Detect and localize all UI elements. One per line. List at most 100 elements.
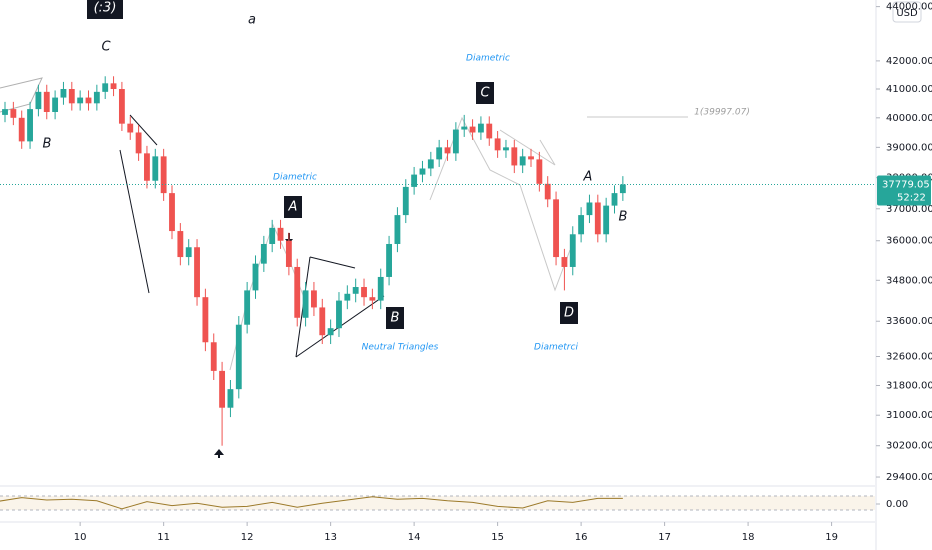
candle-body	[327, 328, 334, 336]
candle-body	[561, 257, 568, 267]
trend-line	[119, 149, 150, 294]
candle-body	[269, 227, 276, 244]
candle-body	[144, 153, 150, 181]
candle-body	[494, 138, 501, 151]
y-tick-label: 37000.00	[886, 204, 932, 215]
candle-body	[586, 202, 593, 216]
candle-body	[118, 89, 125, 124]
candle-body	[336, 300, 342, 329]
candle-body	[486, 123, 493, 139]
candle-body	[603, 205, 610, 235]
oscillator-band	[0, 496, 875, 510]
candle-body	[52, 97, 59, 112]
candle-body	[277, 227, 284, 241]
y-tick-label: 29400.00	[886, 472, 932, 483]
candle-body	[319, 307, 326, 336]
candle-body	[77, 97, 84, 104]
candle-body	[377, 276, 384, 301]
candle-body	[619, 184, 626, 194]
candle-body	[252, 263, 259, 291]
candle-body	[611, 193, 618, 206]
candle-body	[294, 266, 301, 318]
candle-body	[344, 293, 351, 301]
candle-body	[227, 389, 234, 408]
candle-body	[85, 97, 92, 104]
annotation-box	[560, 302, 578, 324]
annotation: C	[480, 86, 490, 101]
x-tick-label: 10	[74, 532, 87, 543]
currency[interactable]: USD	[896, 8, 918, 19]
y-tick-label: 30200.00	[886, 441, 932, 452]
annotation-box	[87, 0, 123, 19]
candle-body	[2, 109, 8, 115]
currency-button[interactable]	[892, 1, 922, 23]
annotation: B	[43, 137, 52, 152]
y-tick-label: 33600.00	[886, 316, 932, 327]
y-tick-label: 40000.00	[886, 113, 932, 124]
annotation-box	[386, 307, 404, 329]
candle-body	[461, 126, 468, 130]
candle-body	[569, 234, 576, 267]
candle-body	[219, 370, 226, 408]
candle-body	[35, 91, 42, 110]
candle-body	[427, 159, 434, 169]
y-tick-label: 32600.00	[886, 351, 932, 362]
candle-body	[536, 159, 543, 184]
candle-body	[469, 126, 476, 133]
candle-body	[18, 117, 25, 142]
candle-body	[386, 243, 392, 277]
candle-body	[419, 168, 426, 175]
x-tick-label: 14	[408, 532, 421, 543]
annotation: A	[288, 200, 298, 215]
candle-body	[594, 202, 601, 235]
trend-line	[499, 129, 556, 166]
candle-body	[102, 83, 109, 92]
candle-body	[436, 147, 443, 160]
y-tick-label: 34800.00	[886, 275, 932, 286]
arrow-up	[214, 449, 224, 458]
annotation: A	[583, 170, 593, 185]
candle-body	[452, 129, 459, 154]
annotation: Neutral Triangles	[362, 343, 439, 353]
candle-body	[194, 247, 200, 298]
annotation: Diametrci	[534, 343, 578, 353]
x-tick-label: 17	[658, 532, 671, 543]
candle-body	[27, 109, 33, 142]
x-tick-label: 18	[742, 532, 755, 543]
candle-body	[169, 193, 175, 232]
candle-body	[60, 89, 67, 98]
osc-tick-label: 0.00	[886, 499, 908, 510]
candle-body	[10, 109, 17, 118]
candle-body	[185, 247, 192, 258]
candle-body	[93, 91, 100, 104]
candle-body	[285, 240, 292, 267]
candle-body	[402, 186, 409, 216]
y-tick-label: 44000.00	[886, 2, 932, 13]
x-tick-label: 11	[157, 532, 170, 543]
candle-body	[544, 183, 551, 200]
y-tick-label: 42000.00	[886, 56, 932, 67]
candle-body	[352, 287, 359, 294]
candle-body	[411, 174, 418, 187]
candle-body	[260, 243, 267, 264]
x-tick-label: 13	[324, 532, 337, 543]
annotation: C	[101, 40, 111, 55]
candle-body	[43, 91, 50, 112]
annotation: (:3)	[94, 1, 117, 16]
candle-body	[578, 215, 585, 235]
y-tick-label: 39000.00	[886, 142, 932, 153]
annotation: Diametric	[466, 54, 510, 64]
candle-body	[127, 123, 134, 133]
x-tick-label: 16	[575, 532, 588, 543]
candle-body	[68, 89, 75, 104]
candle-body	[160, 156, 167, 194]
annotation: B	[391, 311, 400, 326]
candle-body	[553, 199, 559, 258]
x-tick-label: 12	[241, 532, 254, 543]
candle-body	[444, 147, 451, 154]
candle-body	[135, 132, 142, 154]
candle-body	[528, 156, 534, 160]
trend-line	[129, 114, 158, 146]
